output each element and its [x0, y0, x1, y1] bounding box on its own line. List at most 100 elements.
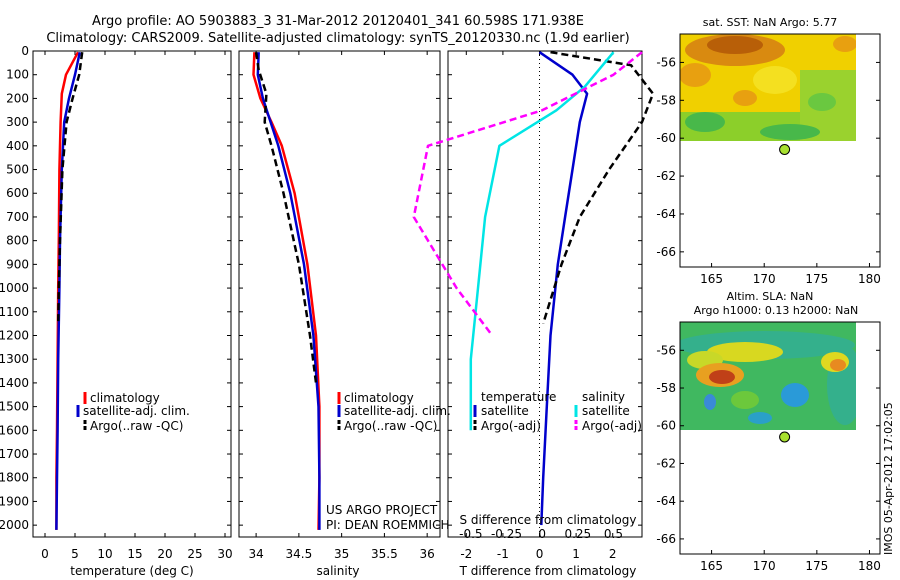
sst-warm-core — [707, 36, 763, 54]
y-tick-label: 500 — [6, 163, 29, 177]
x-tick-label: 34.5 — [286, 547, 313, 561]
x-tick-label: 34 — [248, 547, 263, 561]
y-tick-label: 0 — [21, 44, 29, 58]
sst-map-image — [680, 34, 856, 141]
legend-title-temperature: temperature — [481, 390, 556, 404]
x-tick-label: 0 — [536, 547, 544, 561]
x-tick-label: 36 — [420, 547, 435, 561]
legend-label-s-satellite: satellite — [582, 404, 630, 418]
y-tick-label: 1200 — [0, 328, 29, 342]
figure-title-line2: Climatology: CARS2009. Satellite-adjuste… — [46, 31, 629, 46]
y-tick-label: 1900 — [0, 494, 29, 508]
map-y-tick-label: -60 — [656, 131, 676, 145]
x-tick-label: 0 — [41, 547, 49, 561]
x-tick-label: 1 — [572, 547, 580, 561]
s-tick-label: -0.25 — [491, 527, 522, 541]
series-line-argo-adj- — [412, 51, 643, 337]
sst-orange-mid — [733, 90, 757, 106]
series-line-argo-raw-qc- — [254, 52, 318, 384]
difference-legend-temperature: temperature satellite Argo(-adj) — [473, 390, 556, 433]
legend-label-argo: Argo(..raw -QC) — [344, 419, 437, 433]
y-tick-label: 800 — [6, 234, 29, 248]
legend-label-t-satellite: satellite — [481, 404, 529, 418]
sst-yellow-patch — [753, 66, 797, 94]
y-tick-label: 600 — [6, 186, 29, 200]
temperature-plot-frame — [32, 50, 232, 538]
axis-ticks-layer: 0 5 10 15 20 25 300100200300400500600700800900… — [0, 44, 642, 561]
map-x-tick-label: 165 — [700, 272, 723, 286]
legend-label-argo: Argo(..raw -QC) — [90, 419, 183, 433]
series-line-climatology — [252, 52, 321, 530]
s-tick-label: 0.25 — [564, 527, 591, 541]
sla-map-axes: 165 170 175 180 -56 -58 -60 -62 -64 -66 — [656, 343, 881, 573]
sst-map-axes: 165 170 175 180 -56 -58 -60 -62 -64 -66 — [656, 55, 881, 286]
s-tick-label: 0.5 — [604, 527, 623, 541]
legend-label-satellite: satellite-adj. clim. — [83, 404, 190, 418]
difference-legend-salinity: salinity satellite Argo(-adj) — [574, 390, 642, 433]
temperature-legend: climatology satellite-adj. clim. Argo(..… — [76, 391, 190, 433]
s-tick-label: 0 — [538, 527, 546, 541]
sst-orange-east — [833, 36, 856, 52]
salinity-legend: climatology satellite-adj. clim. Argo(..… — [337, 391, 451, 433]
y-tick-label: 1800 — [0, 471, 29, 485]
map-x-tick-label: 165 — [700, 559, 723, 573]
y-tick-label: 400 — [6, 139, 29, 153]
salinity-xlabel: salinity — [316, 564, 359, 578]
series-line-satellite — [538, 51, 589, 526]
timestamp-stamp: IMOS 05-Apr-2012 17:02:05 — [882, 402, 895, 555]
salinity-plot-frame — [238, 50, 441, 538]
sla-orange-east — [830, 359, 846, 371]
map-y-tick-label: -58 — [656, 93, 676, 107]
map-y-tick-label: -58 — [656, 381, 676, 395]
map-x-tick-label: 180 — [858, 559, 881, 573]
map-x-tick-label: 170 — [753, 272, 776, 286]
difference-plot-frame — [447, 50, 643, 538]
map-y-tick-label: -66 — [656, 245, 676, 259]
y-tick-label: 1500 — [0, 400, 29, 414]
y-tick-label: 300 — [6, 115, 29, 129]
sst-orange-west — [680, 63, 711, 87]
y-tick-label: 1700 — [0, 447, 29, 461]
sla-map-title: Altim. SLA: NaN — [727, 290, 814, 303]
y-tick-label: 1000 — [0, 281, 29, 295]
map-y-tick-label: -64 — [656, 494, 676, 508]
s-difference-label: S difference from climatology — [460, 513, 637, 527]
sla-green-patch — [731, 391, 759, 409]
argo-float-marker — [779, 144, 791, 155]
x-tick-label: -1 — [497, 547, 509, 561]
map-x-tick-label: 170 — [753, 559, 776, 573]
series-line-argo-raw-qc- — [56, 52, 84, 324]
sst-map-title: sat. SST: NaN Argo: 5.77 — [703, 16, 837, 29]
legend-title-salinity: salinity — [582, 390, 625, 404]
series-line-satellite-adj-clim- — [256, 52, 321, 530]
y-tick-label: 700 — [6, 210, 29, 224]
argo-float-marker — [779, 431, 791, 443]
legend-label-t-argo: Argo(-adj) — [481, 419, 541, 433]
y-tick-label: 1600 — [0, 423, 29, 437]
series-line-satellite — [469, 51, 615, 431]
sla-high-core — [709, 370, 735, 384]
x-tick-label: 2 — [609, 547, 617, 561]
x-tick-label: 5 — [71, 547, 79, 561]
legend-label-climatology: climatology — [90, 391, 160, 405]
map-y-tick-label: -62 — [656, 456, 676, 470]
s-tick-label: -0.5 — [459, 527, 482, 541]
y-tick-label: 2000 — [0, 518, 29, 532]
sst-cool-patch-3 — [808, 93, 836, 111]
x-tick-label: 10 — [97, 547, 112, 561]
difference-xlabel: T difference from climatology — [459, 564, 637, 578]
map-x-tick-label: 175 — [805, 272, 828, 286]
x-tick-label: -2 — [460, 547, 472, 561]
x-tick-label: 30 — [217, 547, 232, 561]
temperature-xlabel: temperature (deg C) — [70, 564, 193, 578]
y-tick-label: 1100 — [0, 305, 29, 319]
sst-cool-patch-1 — [685, 112, 725, 132]
map-y-tick-label: -60 — [656, 419, 676, 433]
legend-label-satellite: satellite-adj. clim. — [344, 404, 451, 418]
map-x-tick-label: 175 — [805, 559, 828, 573]
x-tick-label: 35 — [334, 547, 349, 561]
map-x-tick-label: 180 — [858, 272, 881, 286]
map-y-tick-label: -64 — [656, 207, 676, 221]
y-tick-label: 100 — [6, 68, 29, 82]
